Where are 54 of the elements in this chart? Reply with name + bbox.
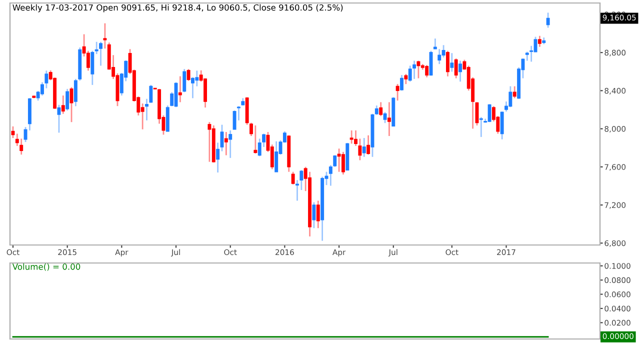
candlestick [232, 110, 236, 130]
candlestick [416, 60, 420, 79]
candlestick [224, 131, 228, 156]
candlestick [254, 124, 258, 154]
candlestick [57, 104, 61, 134]
candlestick [99, 41, 103, 66]
candlestick [458, 60, 462, 82]
candlestick [442, 44, 446, 58]
candlestick [425, 64, 429, 78]
candlestick [538, 35, 542, 48]
candlestick [61, 94, 65, 114]
candlestick [546, 12, 550, 28]
candlestick [387, 101, 391, 137]
candlestick [366, 134, 370, 156]
candlestick [404, 73, 408, 85]
candlestick [479, 116, 483, 138]
candlestick [337, 148, 341, 173]
candlestick [258, 138, 262, 157]
candlestick [316, 200, 320, 229]
candlestick [450, 52, 454, 72]
candlestick [208, 121, 212, 163]
candlestick [412, 60, 416, 80]
candlestick [379, 101, 383, 117]
chart-title: Volume() = 0.00 [12, 263, 80, 271]
candlestick [312, 202, 316, 229]
candlestick [228, 130, 232, 159]
candlestick [70, 86, 74, 123]
candlestick [408, 64, 412, 82]
candlestick [182, 68, 186, 93]
candlestick [383, 111, 387, 124]
candlestick [186, 68, 190, 82]
candlestick [508, 86, 512, 108]
candlestick [454, 58, 458, 79]
candlestick [86, 50, 90, 72]
candlestick [216, 142, 220, 174]
candlestick [20, 138, 24, 156]
candlestick [350, 130, 354, 144]
candlestick [362, 137, 366, 158]
candlestick [396, 83, 400, 102]
candlestick [103, 22, 107, 50]
candlestick [446, 50, 450, 78]
candlestick [488, 103, 492, 123]
candlestick [500, 110, 504, 140]
candlestick [400, 74, 404, 92]
candlestick [291, 171, 295, 186]
candlestick [512, 86, 516, 99]
chart-title: Weekly 17-03-2017 Open 9091.65, Hi 9218.4, Lo 9060.5, Close 9160.05 (2.5%) [12, 4, 343, 12]
candlestick [341, 151, 345, 176]
candlestick [90, 50, 94, 86]
candlestick [66, 88, 70, 112]
candlestick [274, 140, 278, 173]
candlestick [178, 76, 182, 103]
candlestick [374, 104, 378, 116]
candlestick [438, 48, 442, 65]
